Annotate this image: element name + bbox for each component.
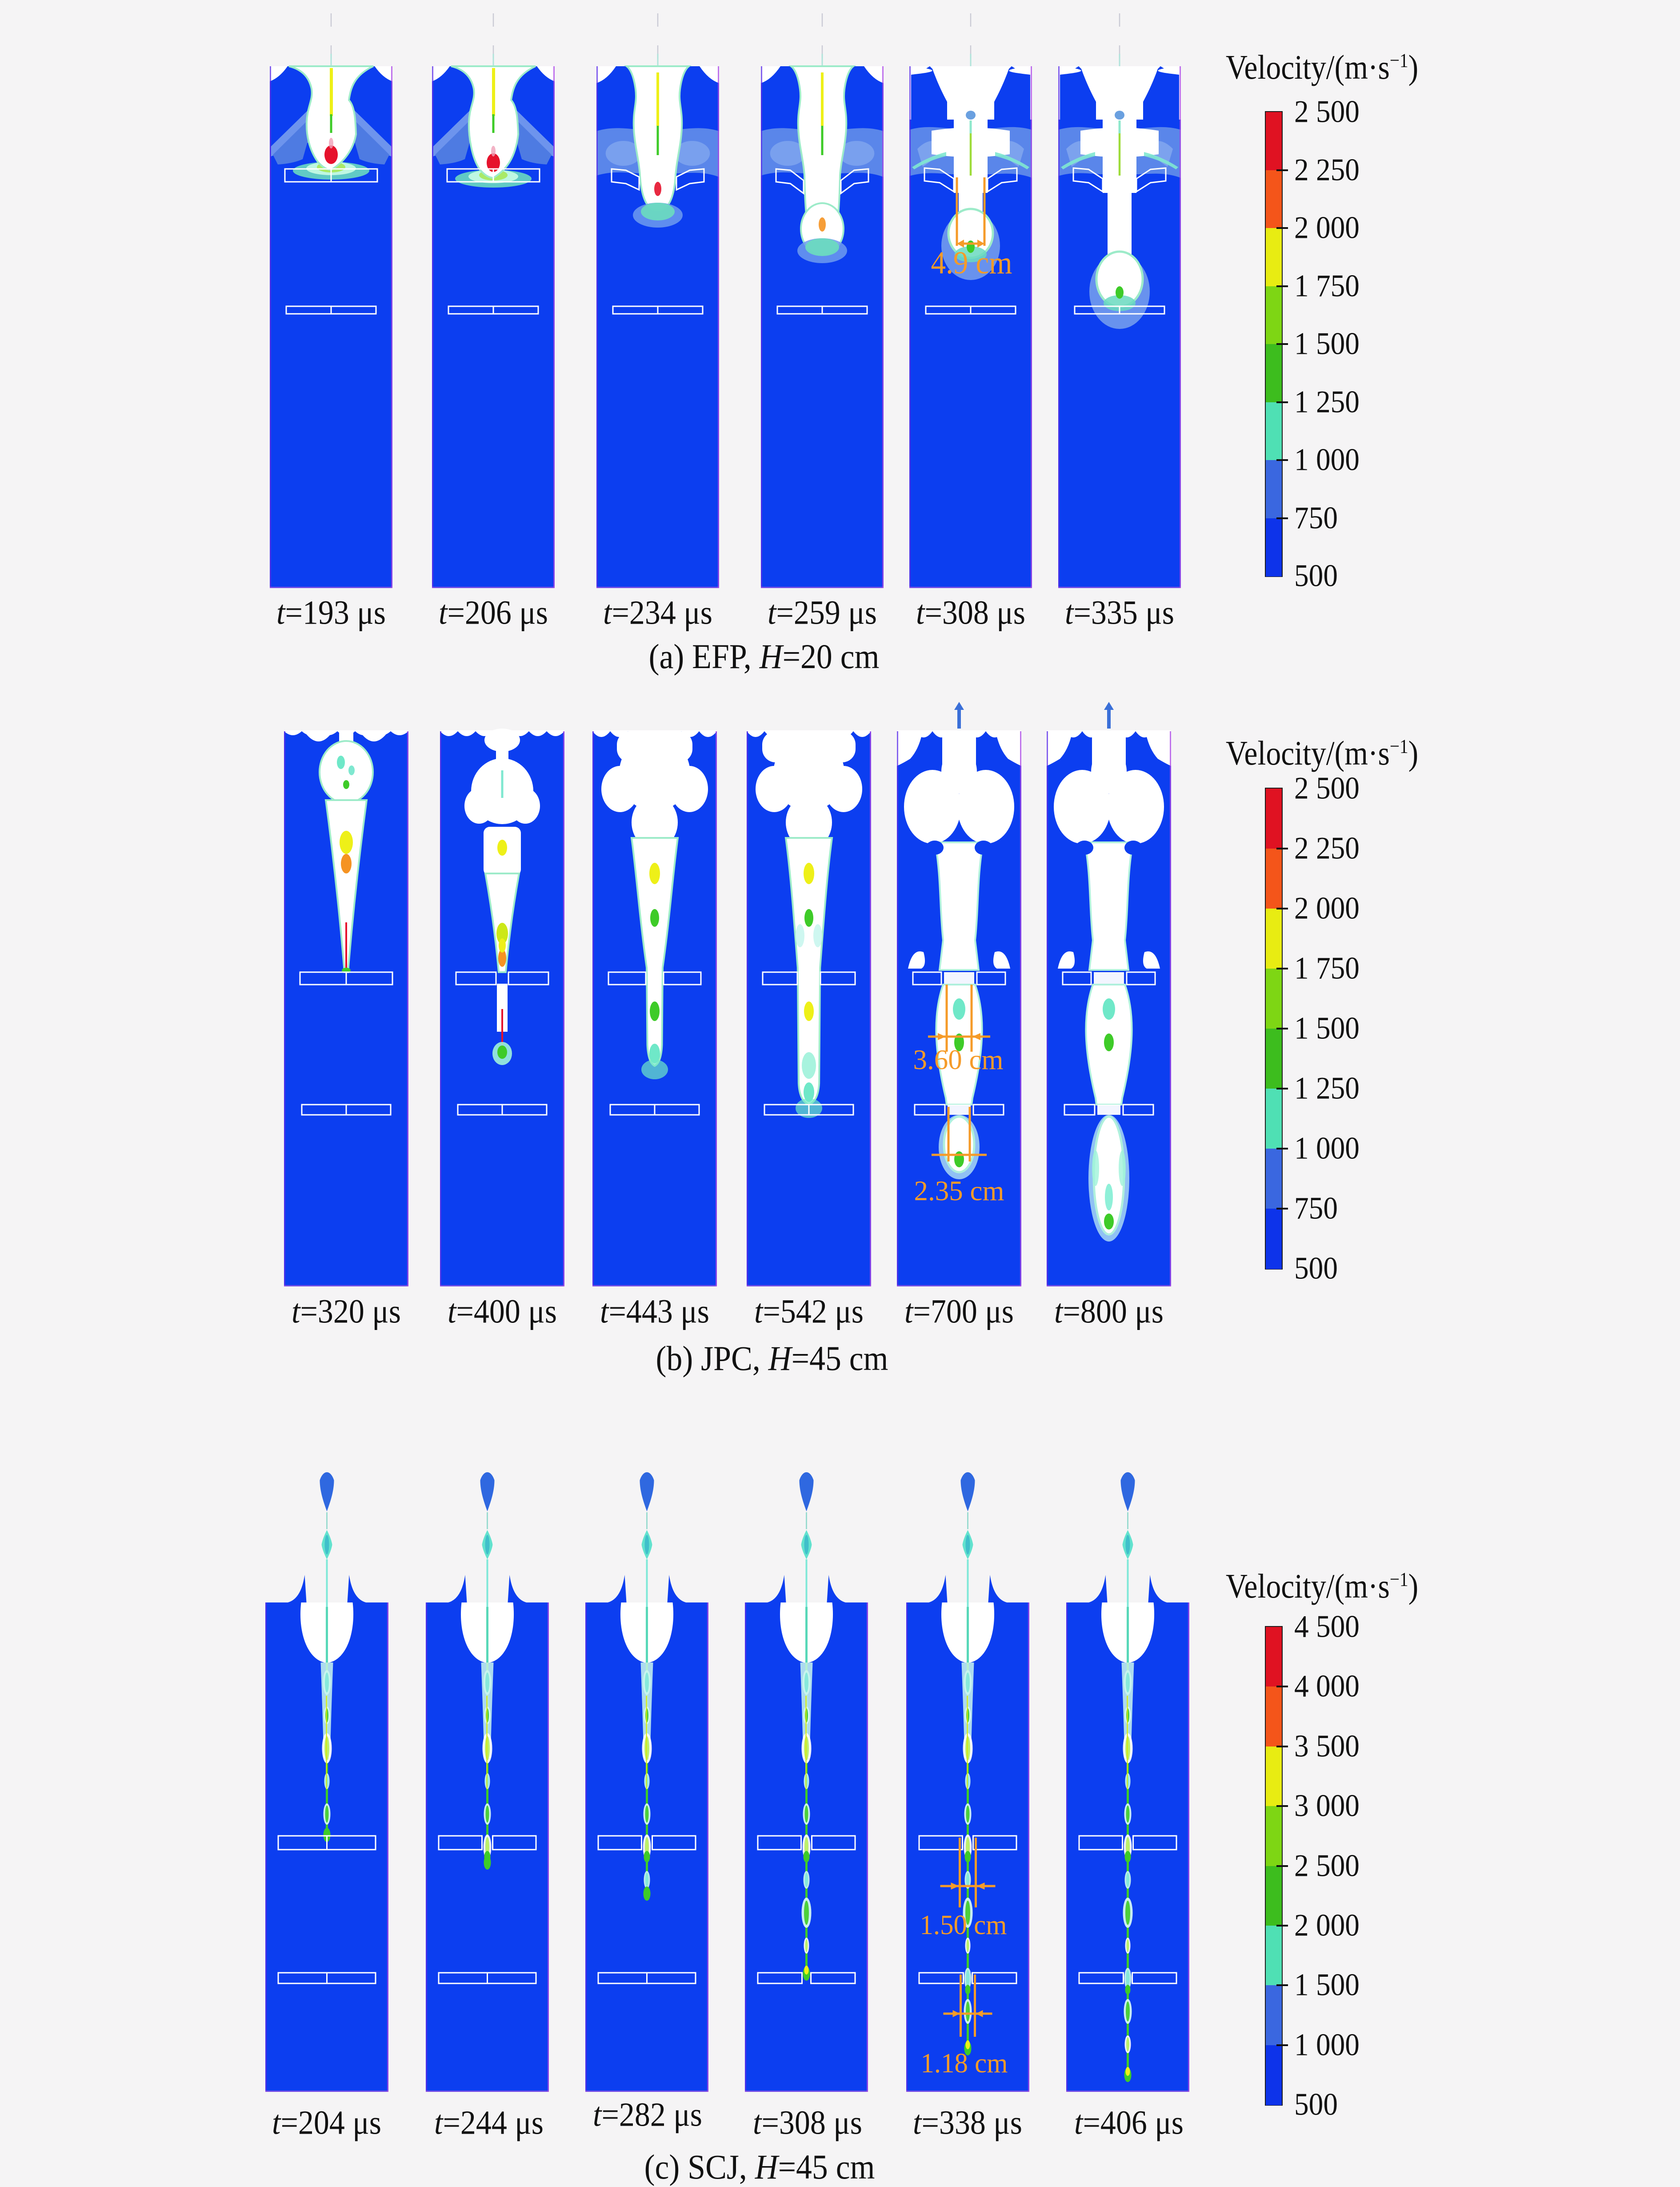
svg-text:2.35 cm: 2.35 cm <box>914 1175 1004 1206</box>
svg-text:1.18 cm: 1.18 cm <box>921 2048 1008 2079</box>
svg-text:3.60 cm: 3.60 cm <box>913 1044 1004 1075</box>
svg-text:1.50 cm: 1.50 cm <box>920 1910 1007 1940</box>
svg-text:4.9 cm: 4.9 cm <box>931 245 1012 280</box>
